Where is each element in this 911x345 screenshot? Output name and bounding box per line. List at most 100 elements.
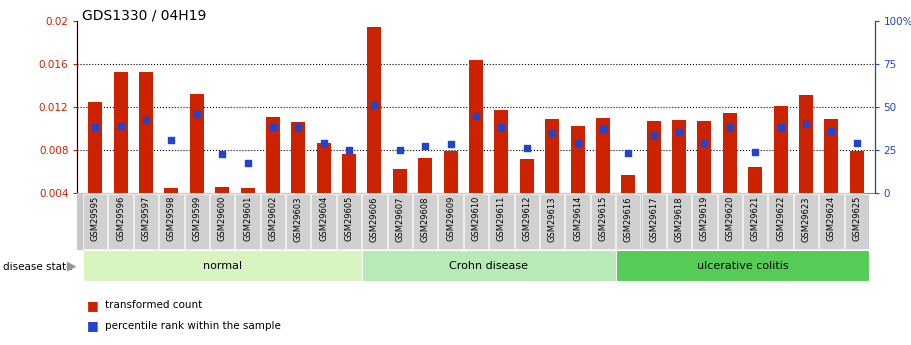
Text: GSM29610: GSM29610 — [472, 196, 480, 241]
Bar — [362, 250, 616, 281]
Bar — [748, 167, 763, 193]
Bar — [647, 121, 660, 193]
Bar — [343, 155, 356, 193]
Point — [113, 124, 128, 129]
Bar — [799, 95, 813, 193]
Point — [748, 149, 763, 155]
Point — [469, 113, 484, 118]
Text: GSM29611: GSM29611 — [496, 196, 506, 241]
Bar — [769, 194, 793, 249]
Bar — [210, 194, 234, 249]
Bar — [495, 110, 508, 193]
Text: GDS1330 / 04H19: GDS1330 / 04H19 — [82, 9, 207, 23]
Text: ▶: ▶ — [67, 260, 77, 273]
Bar — [566, 194, 589, 249]
Point — [342, 147, 356, 153]
Bar — [393, 169, 407, 193]
Bar — [261, 194, 285, 249]
Point — [138, 117, 153, 122]
Point — [722, 125, 737, 130]
Text: GSM29622: GSM29622 — [776, 196, 785, 241]
Bar — [824, 119, 838, 193]
Bar — [88, 101, 102, 193]
Point — [291, 125, 305, 130]
Text: GSM29616: GSM29616 — [624, 196, 633, 241]
Point — [444, 141, 458, 146]
Text: GSM29608: GSM29608 — [421, 196, 430, 241]
Text: GSM29597: GSM29597 — [141, 196, 150, 241]
Bar — [388, 194, 412, 249]
Bar — [292, 122, 305, 193]
Point — [824, 128, 839, 134]
Bar — [317, 142, 331, 193]
Bar — [164, 188, 179, 193]
Text: GSM29599: GSM29599 — [192, 196, 201, 241]
Text: ■: ■ — [87, 319, 98, 333]
Point — [266, 125, 281, 130]
Bar — [337, 194, 362, 249]
Point — [393, 147, 407, 153]
Bar — [844, 194, 869, 249]
Bar — [616, 194, 640, 249]
Point — [647, 132, 661, 138]
Bar — [469, 60, 483, 193]
Point — [316, 140, 331, 145]
Text: ■: ■ — [87, 299, 98, 312]
Bar — [185, 194, 209, 249]
Bar — [570, 126, 585, 193]
Text: GSM29602: GSM29602 — [269, 196, 278, 241]
Text: GSM29625: GSM29625 — [853, 196, 861, 241]
Point — [773, 125, 788, 130]
Text: transformed count: transformed count — [105, 300, 202, 310]
Point — [519, 145, 534, 151]
Bar — [139, 72, 153, 193]
Bar — [743, 194, 767, 249]
Point — [367, 102, 382, 108]
Bar — [215, 187, 230, 193]
Bar — [515, 194, 539, 249]
Bar — [545, 119, 559, 193]
Text: GSM29613: GSM29613 — [548, 196, 557, 241]
Point — [545, 130, 559, 136]
Point — [849, 140, 864, 145]
Bar — [108, 194, 133, 249]
Bar — [363, 194, 386, 249]
Text: GSM29621: GSM29621 — [751, 196, 760, 241]
Text: GSM29595: GSM29595 — [91, 196, 99, 241]
Bar — [672, 120, 686, 193]
Point — [596, 126, 610, 131]
Text: GSM29600: GSM29600 — [218, 196, 227, 241]
Bar — [159, 194, 183, 249]
Text: GSM29619: GSM29619 — [700, 196, 709, 241]
Text: ulcerative colitis: ulcerative colitis — [697, 261, 788, 270]
Bar — [590, 194, 615, 249]
Point — [570, 140, 585, 145]
Bar — [773, 106, 788, 193]
Point — [418, 143, 433, 149]
Point — [494, 125, 508, 130]
Text: normal: normal — [202, 261, 241, 270]
Bar — [464, 194, 488, 249]
Point — [189, 112, 204, 117]
Point — [241, 160, 255, 166]
Text: GSM29617: GSM29617 — [650, 196, 659, 241]
Bar — [641, 194, 666, 249]
Bar — [413, 194, 437, 249]
Bar — [540, 194, 564, 249]
Bar — [83, 250, 362, 281]
Text: Crohn disease: Crohn disease — [449, 261, 528, 270]
Bar — [520, 159, 534, 193]
Text: GSM29615: GSM29615 — [599, 196, 608, 241]
Text: GSM29618: GSM29618 — [674, 196, 683, 241]
Text: GSM29598: GSM29598 — [167, 196, 176, 241]
Bar — [489, 194, 514, 249]
Bar — [438, 194, 463, 249]
Bar — [189, 94, 204, 193]
Bar — [83, 194, 107, 249]
Bar — [114, 72, 128, 193]
Text: GSM29612: GSM29612 — [522, 196, 531, 241]
Bar — [621, 175, 635, 193]
Bar — [793, 194, 818, 249]
Bar — [850, 151, 864, 193]
Bar — [616, 250, 869, 281]
